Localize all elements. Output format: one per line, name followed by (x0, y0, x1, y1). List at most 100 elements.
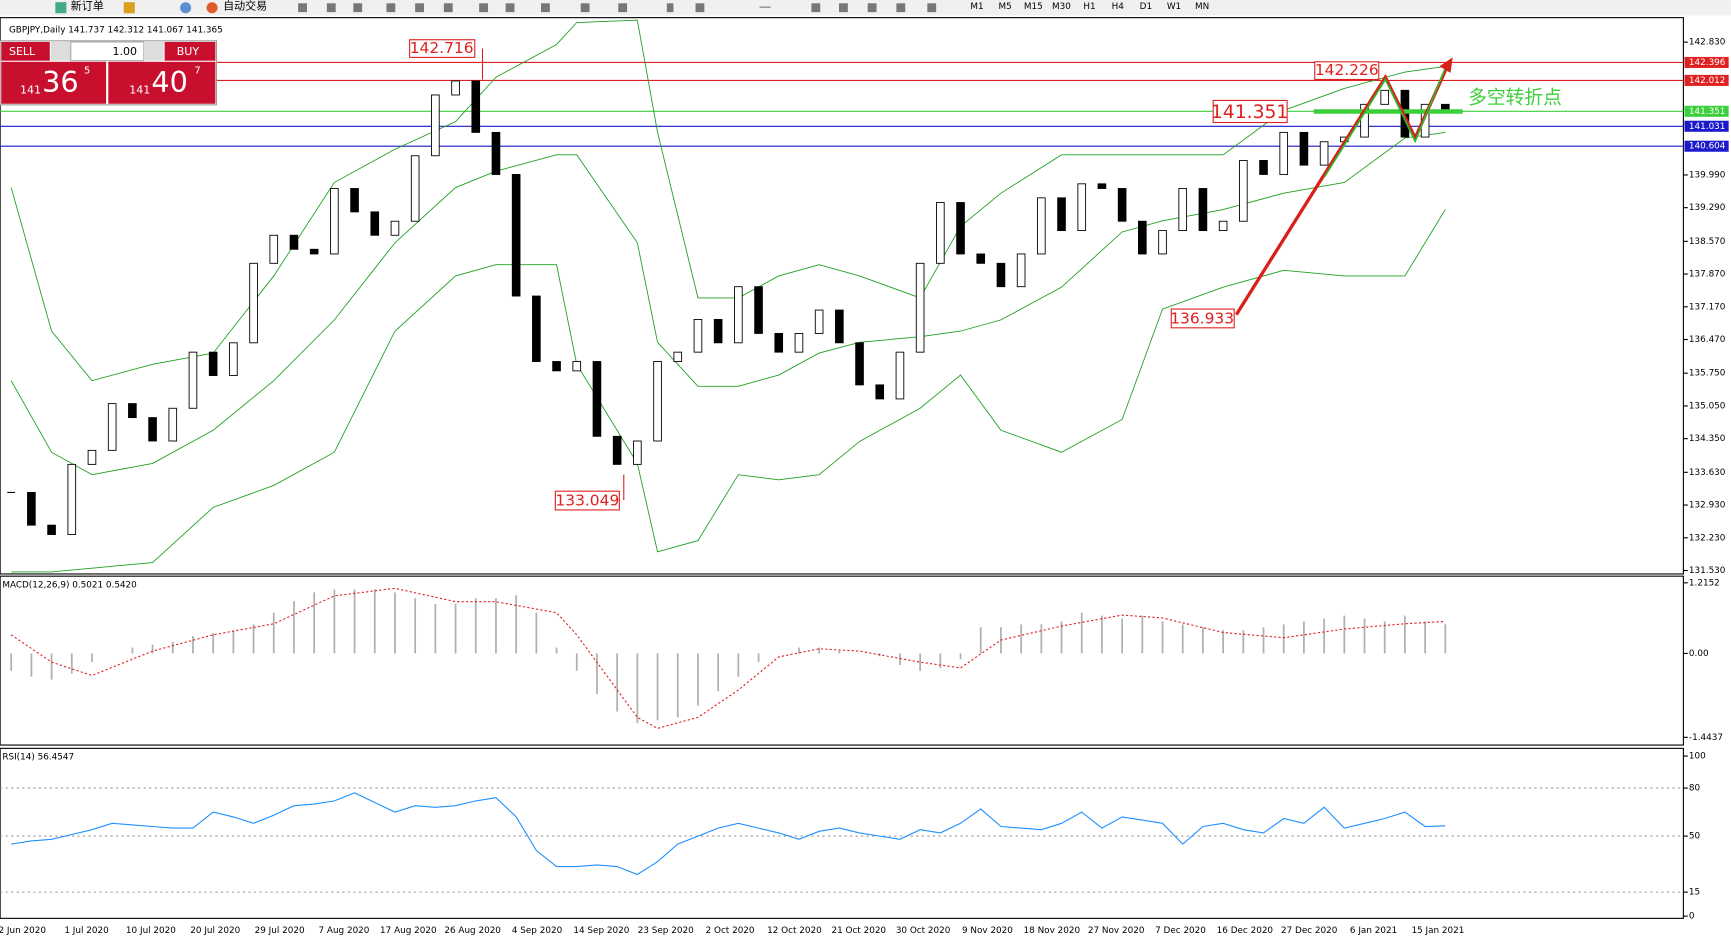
timeframe-button[interactable]: W1 (1167, 2, 1181, 12)
y-tick-label: 135.050 (1689, 401, 1726, 411)
x-tick-label: 12 Oct 2020 (767, 926, 822, 936)
timeframe-button[interactable]: MN (1195, 2, 1209, 12)
candle-body (67, 463, 77, 535)
annotation: 142.226 (1315, 61, 1379, 79)
candle-body (996, 262, 1006, 288)
y-tick-label: 137.170 (1689, 302, 1726, 312)
sell-price-box[interactable] (1, 61, 107, 104)
candle-body (309, 248, 319, 255)
annotation: 133.049 (555, 492, 619, 510)
new-order-button[interactable]: 新订单 (71, 0, 104, 13)
timeframe-button[interactable]: H4 (1112, 2, 1125, 12)
volume-value[interactable]: 1.00 (112, 45, 137, 58)
analysis-drawings (409, 39, 1463, 511)
candle-body (915, 262, 925, 353)
price-chart: 142.830 139.990 139.290 138.570 137.870 137.1… (0, 19, 1729, 936)
bollinger-upper (10, 19, 1446, 382)
y-tick-label: 138.570 (1689, 237, 1726, 247)
y-tick-label: 1.2152 (1689, 578, 1720, 588)
y-tick-label: 133.630 (1689, 468, 1726, 478)
x-tick-label: 9 Nov 2020 (962, 926, 1013, 936)
x-tick-label: 14 Sep 2020 (573, 926, 629, 936)
signal-line (10, 587, 1446, 729)
annotation-box (1314, 61, 1380, 81)
annotation: 141.351 (1211, 102, 1289, 123)
candle-body (249, 262, 258, 344)
y-tick-label: 0 (1689, 912, 1695, 922)
annotation-box (1170, 308, 1235, 329)
buy-price-box[interactable] (108, 61, 216, 104)
price-pane (0, 17, 1684, 575)
ask-sup: 7 (194, 66, 200, 77)
x-tick-label: 30 Oct 2020 (896, 926, 951, 936)
arrow-head (1439, 57, 1453, 73)
x-tick-label: 16 Dec 2020 (1217, 926, 1274, 936)
candle-body (875, 384, 885, 400)
sell-label[interactable]: SELL (9, 45, 36, 58)
bid-big: 141 (20, 84, 41, 97)
y-tick-label: 142.830 (1689, 38, 1726, 48)
candle-body (168, 407, 178, 442)
candle-body (471, 80, 481, 133)
sell-button[interactable] (1, 41, 50, 61)
candle-body (774, 333, 784, 353)
x-tick-label: 27 Dec 2020 (1281, 926, 1338, 936)
candle-body (27, 491, 36, 526)
timeframe-button[interactable]: D1 (1140, 2, 1152, 12)
timeframe-button[interactable]: M5 (999, 2, 1012, 12)
candle-body (532, 295, 541, 362)
candle-body (1299, 131, 1309, 166)
x-tick-label: 2 Jun 2020 (0, 926, 46, 936)
icon[interactable] (123, 2, 135, 14)
candle-body (188, 351, 198, 409)
buy-button[interactable] (164, 41, 216, 61)
y-tick-label: 50 (1689, 832, 1701, 842)
candle-body (855, 342, 864, 386)
x-tick-label: 29 Jul 2020 (255, 926, 305, 936)
candle-body (1360, 103, 1369, 138)
autotrade-icon[interactable] (206, 2, 218, 14)
timeframe-button[interactable]: H1 (1083, 2, 1095, 12)
candle-body (936, 202, 945, 264)
one-click-panel: SELL 1.00 BUY 141 36 5 141 40 7 (0, 40, 218, 106)
candle-body (370, 211, 380, 236)
candle-body (410, 155, 420, 222)
y-tick-label: 132.230 (1689, 533, 1726, 543)
x-tick-label: 27 Nov 2020 (1088, 926, 1145, 936)
macd-chart: 1.2152 0.00 -1.4437 (10, 578, 1723, 743)
x-tick-label: 18 Nov 2020 (1024, 926, 1081, 936)
candle-body (754, 286, 763, 334)
y-tick-label: 135.750 (1689, 369, 1726, 379)
candle-body (653, 361, 662, 442)
volume-up[interactable] (143, 41, 164, 61)
candle-body (612, 435, 622, 465)
volume-down[interactable] (50, 41, 71, 61)
candle-body (1319, 141, 1329, 166)
ask-main: 40 (151, 65, 188, 99)
x-tick-label: 15 Jan 2021 (1411, 926, 1464, 936)
buy-label[interactable]: BUY (177, 45, 200, 58)
candle-body (976, 253, 986, 264)
chart-title: GBPJPY,Daily 141.737 142.312 141.067 141… (9, 25, 223, 35)
candle-body (148, 417, 157, 442)
rsi-pane (0, 747, 1684, 919)
rsi-title: RSI(14) 56.4547 (2, 753, 74, 763)
candle-body (431, 94, 440, 157)
autotrade-button[interactable]: 自动交易 (223, 0, 267, 13)
timeframe-button[interactable]: M1 (970, 2, 983, 12)
timeframe-button[interactable]: M30 (1052, 2, 1071, 12)
x-tick-label: 21 Oct 2020 (831, 926, 886, 936)
y-tick-label: 137.870 (1689, 270, 1726, 280)
y-tick-label: 132.930 (1689, 501, 1726, 511)
y-tick-label: 136.470 (1689, 335, 1726, 345)
timeframe-button[interactable]: M15 (1024, 2, 1043, 12)
icon[interactable] (180, 2, 192, 14)
candle-body (592, 361, 602, 437)
candle-body (208, 351, 218, 376)
price-label-box (1684, 56, 1729, 68)
x-tick-label: 17 Aug 2020 (380, 926, 437, 936)
candle-body (350, 188, 359, 213)
candle-body (47, 524, 56, 535)
y-tick-label: 0.00 (1689, 649, 1709, 659)
new-order-icon[interactable] (55, 2, 67, 14)
